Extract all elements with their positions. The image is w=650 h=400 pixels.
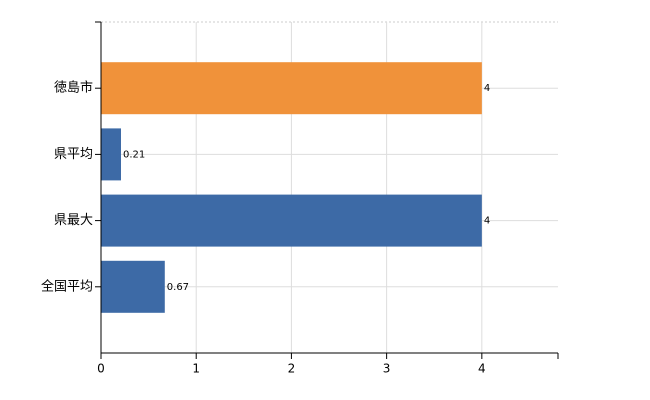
bar (101, 128, 121, 181)
y-tick-label: 徳島市 (54, 80, 93, 96)
y-tick-label: 県平均 (54, 147, 93, 162)
x-tick-label: 4 (478, 362, 486, 376)
bar (101, 62, 482, 115)
value-label: 0.67 (167, 282, 189, 293)
y-tick-label: 全国平均 (41, 278, 93, 294)
x-tick-label: 0 (97, 362, 105, 376)
x-tick-label: 1 (192, 362, 200, 376)
y-tick-label: 県最大 (54, 213, 93, 228)
value-label: 4 (484, 216, 490, 227)
x-tick-label: 3 (383, 362, 391, 376)
x-tick-label: 2 (288, 362, 296, 376)
bar (101, 194, 482, 247)
value-label: 0.21 (123, 149, 145, 160)
value-label: 4 (484, 83, 490, 94)
bar (101, 260, 165, 313)
